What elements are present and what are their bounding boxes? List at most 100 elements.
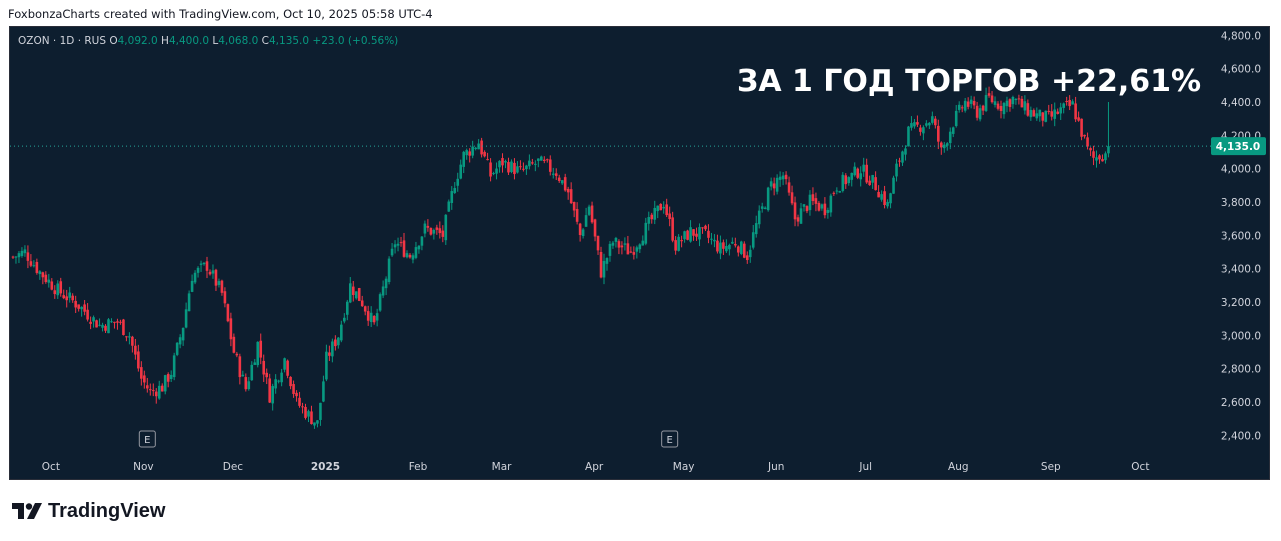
candle-body — [742, 243, 746, 258]
candle-body — [981, 105, 985, 111]
candle-body — [1032, 110, 1036, 117]
candle-body — [919, 127, 922, 132]
candle-body — [95, 320, 98, 328]
candle-body — [387, 258, 391, 282]
candle-body — [560, 180, 564, 184]
candle-body — [880, 194, 883, 200]
candle-body — [811, 194, 815, 202]
candle-body — [990, 95, 994, 103]
candle-body — [390, 248, 394, 256]
candle-body — [1011, 97, 1015, 105]
candle-body — [229, 318, 233, 340]
candle-body — [26, 252, 30, 261]
candle-body — [719, 242, 722, 254]
candle-body — [644, 222, 648, 244]
candle-body — [259, 340, 263, 358]
candle-body — [563, 177, 567, 191]
candle-body — [178, 337, 182, 345]
candle-body — [1053, 109, 1057, 119]
candle-body — [160, 385, 164, 392]
candle-body — [163, 375, 167, 392]
candle-body — [187, 293, 191, 312]
candle-body — [375, 313, 379, 321]
earnings-e-icon[interactable] — [661, 430, 679, 448]
candle-body — [77, 304, 80, 309]
candle-body — [793, 202, 797, 220]
earnings-e-icon[interactable] — [138, 430, 156, 448]
candle-body — [599, 251, 603, 278]
candle-body — [841, 174, 845, 191]
candle-body — [686, 230, 689, 240]
candle-body — [716, 240, 719, 252]
candle-body — [265, 372, 269, 378]
candle-body — [196, 267, 200, 273]
candle-body — [734, 244, 737, 246]
candle-body — [35, 261, 39, 273]
candle-body — [202, 262, 206, 265]
candle-body — [378, 294, 382, 311]
price-chart[interactable]: 2,400.0 2,600.0 2,800.0 3,000.0 3,200.0 3,400… — [10, 27, 1269, 479]
candle-body — [969, 99, 973, 104]
candle-body — [1065, 101, 1068, 103]
candle-body — [119, 321, 122, 323]
candle-body — [934, 118, 937, 126]
candle-body — [271, 386, 274, 404]
candle-body — [74, 300, 77, 308]
candle-body — [554, 173, 558, 176]
candle-body — [1098, 155, 1101, 160]
candle-body — [313, 422, 316, 426]
legend-high-value: 4,400.0 — [168, 35, 210, 47]
candle-body — [766, 187, 770, 211]
candle-body — [50, 281, 54, 290]
x-tick-label: Jul — [858, 461, 872, 473]
candle-body — [360, 300, 364, 307]
x-tick-label: Sep — [1041, 461, 1061, 473]
candle-body — [704, 225, 707, 230]
tradingview-brand[interactable]: TradingView — [12, 500, 165, 523]
candle-body — [181, 327, 185, 341]
candle-body — [602, 260, 606, 278]
candle-body — [199, 263, 203, 265]
candle-body — [832, 192, 836, 194]
candle-body — [1023, 101, 1027, 111]
candle-body — [647, 217, 651, 224]
candle-body — [745, 255, 749, 261]
candle-body — [763, 207, 767, 209]
candle-body — [250, 364, 254, 381]
candle-body — [907, 126, 910, 147]
candle-body — [913, 122, 916, 127]
candle-body — [769, 181, 773, 187]
candle-body — [966, 101, 970, 107]
candle-body — [1074, 103, 1077, 120]
candle-body — [993, 101, 997, 105]
candle-body — [701, 227, 704, 229]
candle-body — [877, 191, 880, 198]
candle-body — [59, 281, 63, 294]
candle-body — [614, 237, 618, 242]
candle-body — [47, 279, 51, 283]
candle-body — [790, 192, 794, 204]
candle-body — [98, 324, 101, 326]
candle-body — [166, 374, 170, 382]
candle-body — [1005, 100, 1009, 107]
candle-body — [146, 385, 149, 389]
candle-body — [617, 241, 621, 248]
candle-body — [143, 375, 146, 383]
candle-body — [772, 183, 776, 189]
y-tick-label: 4,400.0 — [1221, 97, 1261, 109]
legend-open-value: 4,092.0 — [117, 35, 158, 47]
candle-body — [972, 100, 976, 106]
candle-body — [208, 271, 212, 275]
candle-body — [626, 243, 630, 255]
candle-body — [86, 309, 89, 320]
candle-body — [904, 148, 907, 155]
candle-body — [334, 339, 337, 347]
candle-body — [623, 243, 627, 245]
chart-panel[interactable]: 2,400.0 2,600.0 2,800.0 3,000.0 3,200.0 3,400… — [9, 26, 1270, 480]
legend-low-label: L — [212, 35, 219, 47]
candle-body — [190, 280, 194, 292]
candle-body — [247, 381, 251, 390]
candle-body — [20, 250, 24, 256]
candle-body — [471, 146, 474, 156]
candle-body — [444, 214, 448, 241]
